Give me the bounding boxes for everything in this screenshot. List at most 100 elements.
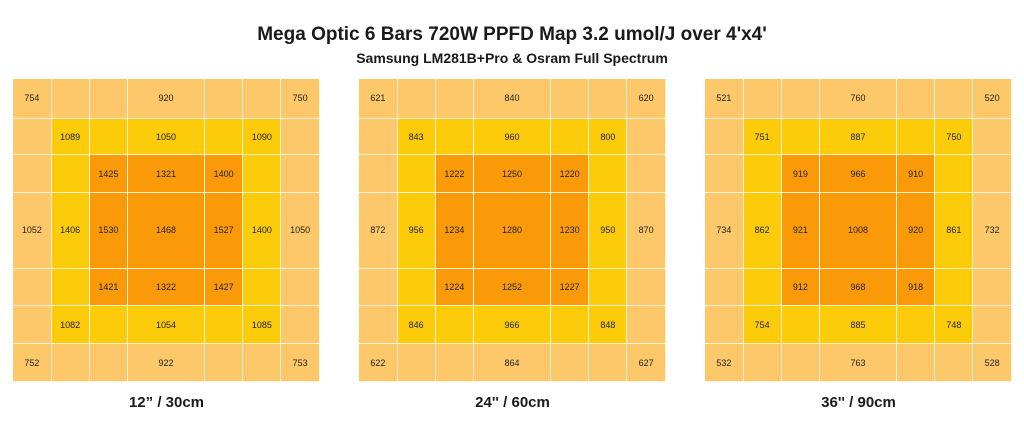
ppfd-value-cell: 919 — [781, 155, 821, 194]
ppfd-value-cell: 861 — [935, 193, 974, 269]
ppfd-value-cell: 864 — [474, 344, 551, 382]
map-caption-36in: 36'' / 90cm — [821, 394, 896, 411]
ppfd-value-cell: 1008 — [820, 193, 897, 269]
ppfd-value-cell: 528 — [973, 344, 1012, 382]
ppfd-value-cell: 1427 — [204, 268, 244, 307]
ppfd-cell — [935, 268, 974, 307]
ppfd-cell — [743, 268, 782, 307]
ppfd-cell — [397, 155, 436, 194]
ppfd-cell — [896, 306, 936, 345]
ppfd-cell — [204, 118, 244, 156]
ppfd-cell — [281, 306, 320, 345]
ppfd-value-cell: 763 — [820, 344, 897, 382]
ppfd-value-cell: 1052 — [13, 193, 52, 269]
ppfd-cell — [51, 344, 90, 382]
ppfd-value-cell: 1400 — [243, 193, 282, 269]
ppfd-cell — [627, 306, 666, 345]
ppfd-value-cell: 750 — [935, 118, 974, 156]
ppfd-value-cell: 760 — [820, 79, 897, 119]
ppfd-cell — [13, 306, 52, 345]
ppfd-value-cell: 840 — [474, 79, 551, 119]
ppfd-cell — [705, 155, 744, 194]
ppfd-value-cell: 754 — [13, 79, 52, 119]
ppfd-value-cell: 750 — [281, 79, 320, 119]
ppfd-value-cell: 1421 — [89, 268, 129, 307]
ppfd-value-cell: 748 — [935, 306, 974, 345]
ppfd-value-cell: 921 — [781, 193, 821, 269]
ppfd-map-12in: 754 920 750 1089 1050 1090 1425 1321 1400 1052 140… — [13, 79, 320, 382]
ppfd-cell — [705, 268, 744, 307]
ppfd-cell — [89, 344, 129, 382]
ppfd-cell — [204, 344, 244, 382]
ppfd-map-36in: 521 760 520 751 887 750 919 966 910 734 862 921 1008… — [705, 79, 1012, 382]
ppfd-cell — [51, 268, 90, 307]
ppfd-cell — [243, 155, 282, 194]
ppfd-cell — [397, 344, 436, 382]
ppfd-cell — [627, 155, 666, 194]
ppfd-value-cell: 968 — [820, 268, 897, 307]
ppfd-cell — [896, 344, 936, 382]
ppfd-value-cell: 920 — [128, 79, 205, 119]
ppfd-value-cell: 1425 — [89, 155, 129, 194]
ppfd-value-cell: 627 — [627, 344, 666, 382]
ppfd-value-cell: 870 — [627, 193, 666, 269]
ppfd-cell — [89, 118, 129, 156]
ppfd-value-cell: 912 — [781, 268, 821, 307]
ppfd-value-cell: 622 — [359, 344, 398, 382]
ppfd-value-cell: 1222 — [435, 155, 475, 194]
ppfd-cell — [435, 344, 475, 382]
ppfd-value-cell: 862 — [743, 193, 782, 269]
ppfd-value-cell: 920 — [896, 193, 936, 269]
ppfd-cell — [743, 344, 782, 382]
ppfd-value-cell: 956 — [397, 193, 436, 269]
ppfd-cell — [204, 79, 244, 119]
ppfd-value-cell: 1090 — [243, 118, 282, 156]
ppfd-value-cell: 966 — [474, 306, 551, 345]
ppfd-cell — [243, 344, 282, 382]
ppfd-cell — [89, 79, 129, 119]
ppfd-value-cell: 751 — [743, 118, 782, 156]
ppfd-value-cell: 1227 — [550, 268, 590, 307]
ppfd-value-cell: 732 — [973, 193, 1012, 269]
ppfd-cell — [435, 306, 475, 345]
ppfd-cell — [589, 79, 628, 119]
ppfd-cell — [359, 155, 398, 194]
ppfd-value-cell: 1234 — [435, 193, 475, 269]
ppfd-cell — [359, 306, 398, 345]
ppfd-cell — [281, 118, 320, 156]
ppfd-value-cell: 1230 — [550, 193, 590, 269]
ppfd-cell — [51, 155, 90, 194]
ppfd-cell — [896, 79, 936, 119]
ppfd-cell — [627, 268, 666, 307]
map-caption-24in: 24'' / 60cm — [475, 394, 550, 411]
ppfd-cell — [627, 118, 666, 156]
ppfd-cell — [397, 79, 436, 119]
ppfd-value-cell: 1322 — [128, 268, 205, 307]
ppfd-cell — [550, 79, 590, 119]
ppfd-value-cell: 848 — [589, 306, 628, 345]
ppfd-cell — [589, 268, 628, 307]
ppfd-value-cell: 1250 — [474, 155, 551, 194]
ppfd-cell — [781, 118, 821, 156]
ppfd-value-cell: 520 — [973, 79, 1012, 119]
ppfd-value-cell: 620 — [627, 79, 666, 119]
ppfd-cell — [13, 118, 52, 156]
ppfd-value-cell: 1082 — [51, 306, 90, 345]
ppfd-cell — [13, 268, 52, 307]
ppfd-cell — [550, 344, 590, 382]
ppfd-value-cell: 754 — [743, 306, 782, 345]
ppfd-value-cell: 1085 — [243, 306, 282, 345]
ppfd-cell — [281, 155, 320, 194]
ppfd-value-cell: 752 — [13, 344, 52, 382]
ppfd-cell — [13, 155, 52, 194]
ppfd-value-cell: 910 — [896, 155, 936, 194]
ppfd-cell — [973, 155, 1012, 194]
ppfd-value-cell: 1527 — [204, 193, 244, 269]
ppfd-cell — [51, 79, 90, 119]
ppfd-cell — [705, 118, 744, 156]
ppfd-cell — [781, 79, 821, 119]
ppfd-cell — [281, 268, 320, 307]
ppfd-value-cell: 753 — [281, 344, 320, 382]
ppfd-value-cell: 885 — [820, 306, 897, 345]
ppfd-cell — [589, 155, 628, 194]
